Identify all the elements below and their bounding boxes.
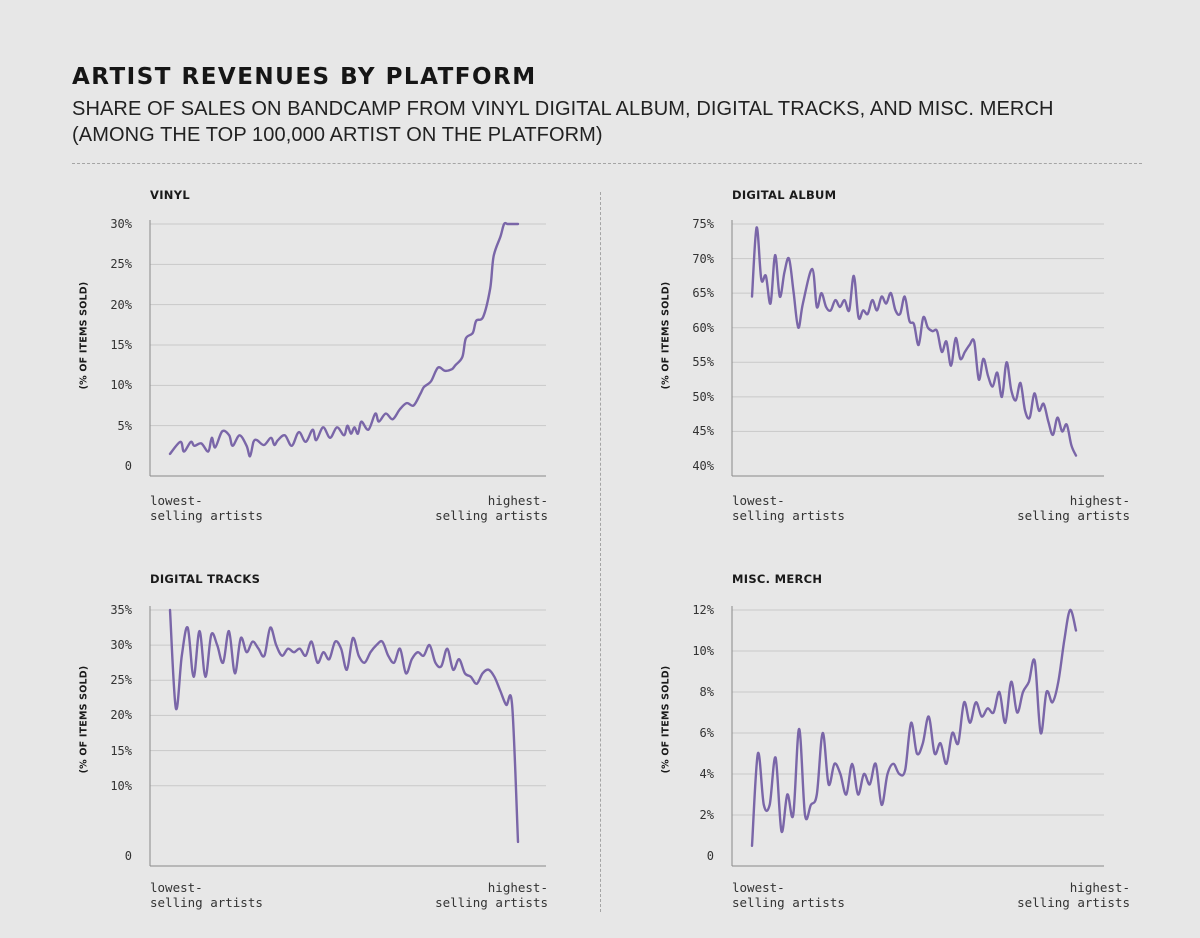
series-line: [168, 221, 520, 458]
series-line: [168, 608, 520, 844]
y-tick-label: 15%: [110, 743, 132, 758]
x-label-right-line: highest-: [487, 880, 548, 895]
y-tick-label: 50%: [692, 389, 714, 404]
subtitle-line-2: (AMONG THE TOP 100,000 ARTIST ON THE PLA…: [72, 124, 603, 146]
x-label-right-line: selling artists: [1017, 508, 1130, 523]
chart-title: DIGITAL ALBUM: [732, 188, 837, 202]
y-tick-label: 65%: [692, 286, 714, 301]
y-tick-label: 15%: [110, 338, 132, 352]
y-tick-label: 5%: [117, 418, 132, 433]
chart-svg: [149, 606, 546, 867]
y-tick-label: 35%: [110, 603, 132, 617]
vertical-divider: [600, 192, 601, 912]
y-tick-label: 25%: [110, 257, 132, 272]
chart-panel-digital-album: DIGITAL ALBUM (% OF ITEMS SOLD) lowest- …: [654, 188, 1174, 550]
y-tick-label: 6%: [699, 726, 714, 740]
chart-title: DIGITAL TRACKS: [150, 572, 261, 586]
x-label-right-line: highest-: [1069, 493, 1130, 508]
x-label-left: lowest- selling artists: [150, 493, 263, 523]
y-tick-label: 30%: [110, 638, 132, 653]
y-tick-label: 30%: [110, 217, 132, 231]
chart-svg: [731, 606, 1104, 867]
y-tick-label: 60%: [692, 320, 714, 335]
series-line: [750, 226, 1078, 457]
chart-panel-vinyl: VINYL (% OF ITEMS SOLD) lowest- selling …: [72, 188, 592, 550]
y-tick-label: 4%: [699, 767, 714, 781]
x-label-left-line: lowest-: [732, 880, 785, 895]
y-tick-label: 20%: [110, 297, 132, 312]
y-tick-label: 75%: [692, 217, 714, 231]
y-tick-label: 45%: [692, 424, 714, 439]
y-tick-label: 40%: [692, 459, 714, 473]
x-label-right-line: selling artists: [1017, 895, 1130, 910]
y-tick-label: 10%: [692, 644, 714, 658]
x-label-left-line: selling artists: [732, 508, 845, 523]
x-label-right: highest- selling artists: [312, 880, 548, 910]
page-subtitle: SHARE OF SALES ON BANDCAMP FROM VINYL DI…: [72, 96, 1072, 148]
y-tick-label: 10%: [110, 378, 132, 393]
x-label-right: highest- selling artists: [894, 880, 1130, 910]
y-tick-label: 55%: [692, 355, 714, 370]
chart-panel-digital-tracks: DIGITAL TRACKS (% OF ITEMS SOLD) lowest-…: [72, 572, 592, 934]
y-tick-label: 10%: [110, 778, 132, 793]
subtitle-line-1: SHARE OF SALES ON BANDCAMP FROM VINYL DI…: [72, 98, 1054, 120]
x-label-left-line: selling artists: [150, 895, 263, 910]
horizontal-divider: [72, 163, 1142, 164]
page-title: ARTIST REVENUES BY PLATFORM: [72, 64, 537, 90]
x-label-left: lowest- selling artists: [150, 880, 263, 910]
y-tick-label: 12%: [692, 603, 714, 617]
chart-title: VINYL: [150, 188, 190, 202]
y-tick-label: 0: [124, 459, 132, 473]
series-line: [750, 608, 1078, 847]
chart-title: MISC. MERCH: [732, 572, 823, 586]
x-label-right-line: highest-: [487, 493, 548, 508]
y-tick-label: 70%: [692, 251, 714, 266]
x-label-right: highest- selling artists: [894, 493, 1130, 523]
y-tick-label: 2%: [699, 808, 714, 822]
chart-panel-misc-merch: MISC. MERCH (% OF ITEMS SOLD) lowest- se…: [654, 572, 1174, 934]
x-label-right-line: selling artists: [435, 895, 548, 910]
x-label-right-line: highest-: [1069, 880, 1130, 895]
x-label-left-line: lowest-: [150, 493, 203, 508]
x-label-left-line: selling artists: [732, 895, 845, 910]
x-label-left: lowest- selling artists: [732, 880, 845, 910]
y-tick-label: 25%: [110, 673, 132, 688]
x-label-left-line: selling artists: [150, 508, 263, 523]
y-tick-label: 20%: [110, 708, 132, 723]
chart-svg: [731, 220, 1104, 477]
y-tick-label: 0: [124, 849, 132, 863]
x-label-right: highest- selling artists: [312, 493, 548, 523]
x-label-left: lowest- selling artists: [732, 493, 845, 523]
x-label-left-line: lowest-: [732, 493, 785, 508]
y-tick-label: 8%: [699, 685, 714, 699]
chart-svg: [149, 220, 546, 477]
y-tick-label: 0: [706, 849, 714, 863]
x-label-right-line: selling artists: [435, 508, 548, 523]
x-label-left-line: lowest-: [150, 880, 203, 895]
